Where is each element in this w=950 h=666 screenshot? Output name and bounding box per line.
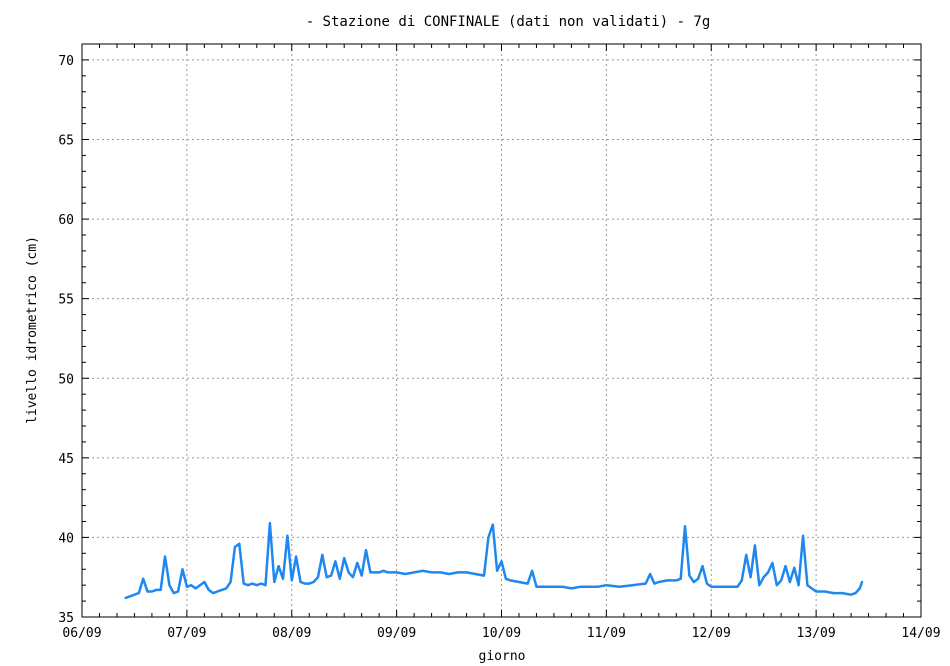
x-axis-label: giorno: [479, 649, 526, 664]
y-tick-label: 70: [58, 54, 74, 69]
x-tick-label: 07/09: [167, 626, 206, 641]
x-tick-label: 10/09: [482, 626, 521, 641]
series-line: [124, 521, 864, 600]
y-tick-label: 35: [58, 611, 74, 626]
grid: [82, 44, 921, 617]
y-tick-label: 50: [58, 372, 74, 387]
y-tick-label: 45: [58, 452, 74, 467]
y-tick-label: 60: [58, 213, 74, 228]
y-tick-labels: 35 40 45 50 55 60 65 70: [58, 54, 74, 626]
y-tick-label: 55: [58, 293, 74, 308]
y-axis-label: livello idrometrico (cm): [25, 236, 40, 424]
y-tick-label: 65: [58, 134, 74, 149]
x-tick-label: 12/09: [692, 626, 731, 641]
x-tick-label: 11/09: [587, 626, 626, 641]
x-tick-labels: 06/09 07/09 08/09 09/09 10/09 11/09 12/09 13/09…: [62, 626, 940, 641]
x-tick-label: 09/09: [377, 626, 416, 641]
x-tick-label: 06/09: [62, 626, 101, 641]
x-tick-label: 08/09: [272, 626, 311, 641]
x-tick-label: 14/09: [901, 626, 940, 641]
x-tick-label: 13/09: [797, 626, 836, 641]
axis-ticks: [81, 43, 922, 618]
chart-title: - Stazione di CONFINALE (dati non valida…: [306, 14, 711, 30]
y-tick-label: 40: [58, 531, 74, 546]
